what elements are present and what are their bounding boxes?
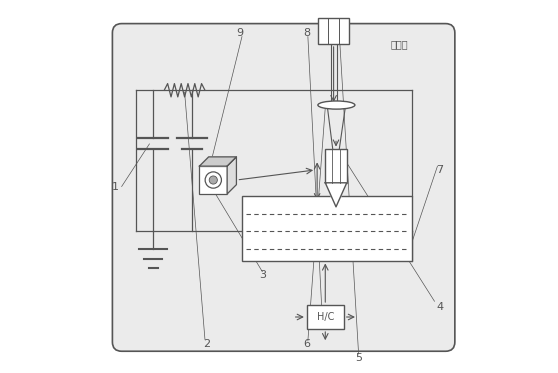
Text: 真空笱: 真空笱	[390, 39, 408, 49]
Ellipse shape	[318, 101, 355, 109]
Circle shape	[205, 172, 222, 188]
Text: 3: 3	[259, 270, 266, 280]
Text: 6: 6	[303, 339, 310, 349]
Text: H/C: H/C	[316, 312, 334, 322]
FancyBboxPatch shape	[112, 23, 455, 351]
Polygon shape	[325, 183, 347, 207]
Text: 7: 7	[436, 165, 444, 175]
Circle shape	[209, 176, 218, 184]
Text: 5: 5	[355, 352, 362, 363]
Text: 8: 8	[303, 28, 310, 38]
Text: 2: 2	[203, 339, 210, 349]
Bar	[318, 18, 349, 44]
Polygon shape	[199, 157, 237, 166]
Bar	[307, 305, 344, 329]
Bar	[199, 166, 227, 194]
Text: 4: 4	[436, 302, 444, 312]
Text: 1: 1	[112, 182, 119, 191]
Text: 9: 9	[237, 28, 244, 38]
Polygon shape	[227, 157, 237, 194]
Bar	[325, 150, 347, 183]
Bar	[242, 196, 412, 261]
